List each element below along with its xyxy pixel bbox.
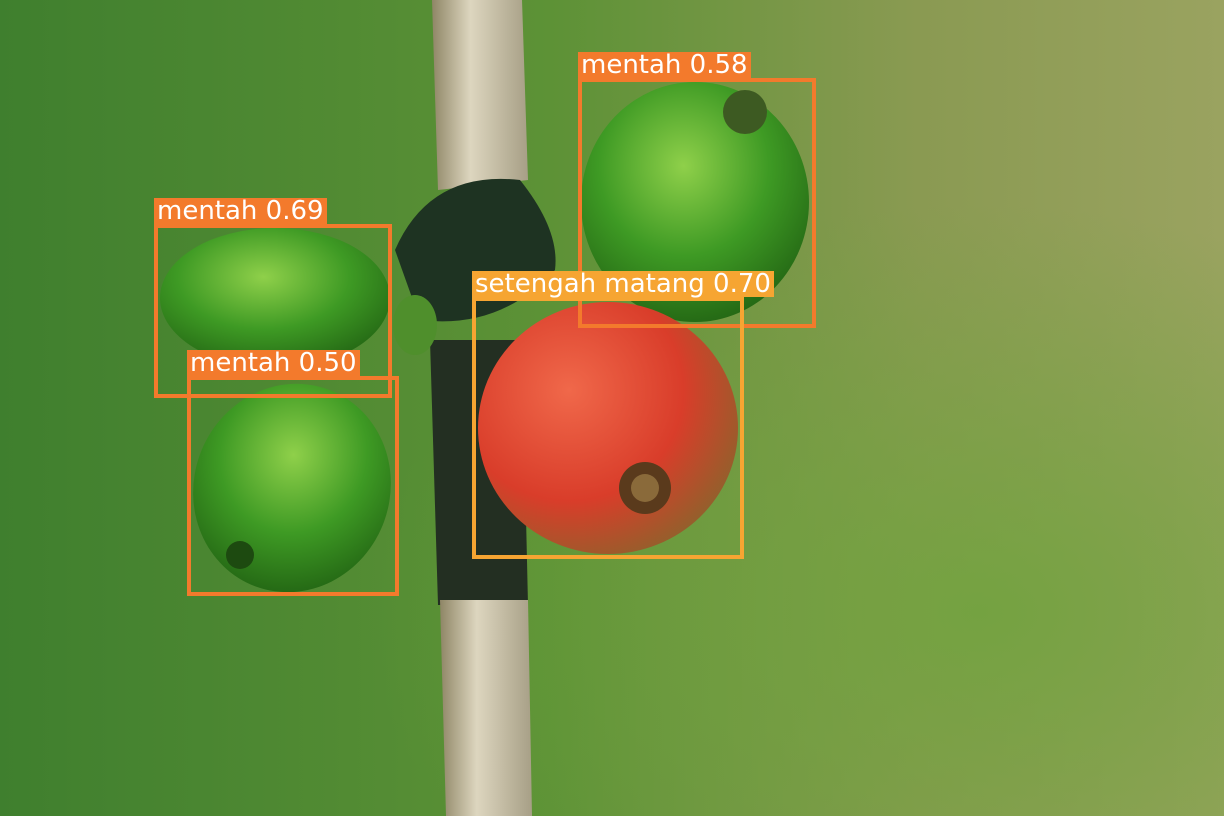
detection-label: mentah 0.58 [578,52,751,78]
detection-box: setengah matang 0.70 [472,271,774,559]
detection-label: setengah matang 0.70 [472,271,774,297]
detection-box: mentah 0.50 [187,350,399,596]
detection-label: mentah 0.69 [154,198,327,224]
detection-box: mentah 0.69 [154,198,392,398]
detection-label: mentah 0.50 [187,350,360,376]
detection-box: mentah 0.58 [578,52,816,328]
